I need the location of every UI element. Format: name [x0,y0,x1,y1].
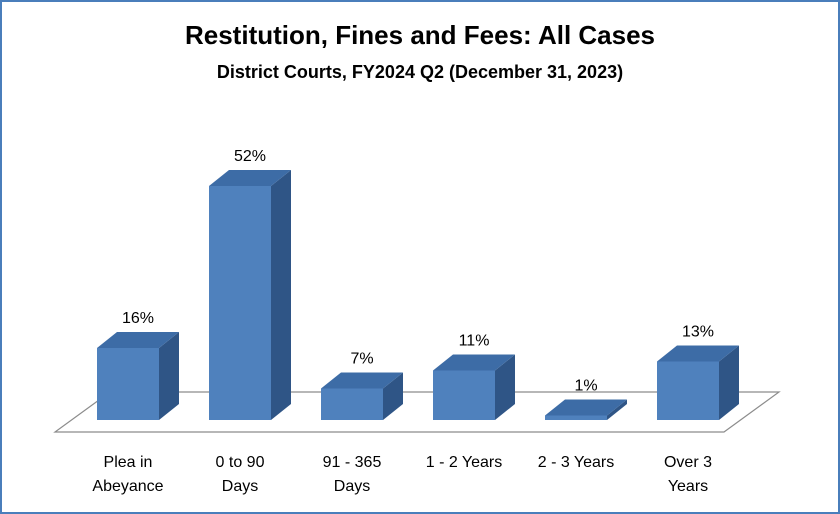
data-label: 1% [574,378,597,395]
bar-front [545,415,607,420]
bar-side [719,345,739,420]
bar [545,399,627,420]
bar-top [321,372,403,389]
bar-side [159,332,179,420]
bar [321,372,403,420]
bar-side [383,372,403,420]
bar [657,345,739,420]
bar-top [97,332,179,348]
bar-front [657,361,719,420]
category-label: 1 - 2 Years [426,454,503,471]
data-label: 13% [682,324,714,341]
chart-subtitle: District Courts, FY2024 Q2 (December 31,… [216,62,624,82]
category-label: Over 3 Years [664,454,712,495]
bar-top [433,354,515,371]
data-label: 11% [459,333,490,350]
category-label: 91 - 365 Days [323,454,382,495]
bar-side [271,170,291,420]
bar [97,332,179,420]
bar [433,354,515,420]
bar [209,170,291,420]
bar-front [321,388,383,420]
bar-front [209,186,271,420]
bar-side [495,354,515,420]
data-label: 52% [234,148,266,165]
data-label: 7% [350,351,373,368]
bar-top [209,170,291,186]
bar-top [545,399,627,416]
bar-front [97,348,159,420]
data-label: 16% [122,310,154,327]
category-label: 0 to 90 Days [216,454,265,495]
category-label: Plea in Abeyance [92,454,163,495]
bar-top [657,345,739,362]
category-label: 2 - 3 Years [538,454,615,471]
bar-front [433,370,495,420]
bar-side [607,399,627,420]
chart-title: Restitution, Fines and Fees: All Cases [184,20,656,50]
